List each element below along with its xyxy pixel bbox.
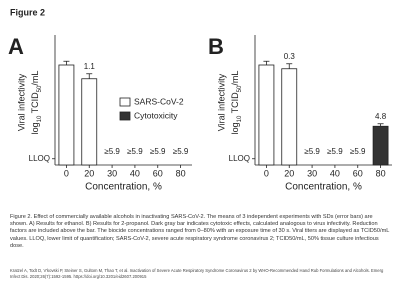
unit-text: /mL [30, 71, 40, 86]
reduction-label: ≥5.9 [150, 147, 166, 156]
x-axis-title: Concentration, % [285, 182, 362, 193]
reduction-label: 1.1 [84, 62, 96, 71]
unit-text: TCID [230, 92, 240, 116]
reduction-label: 0.3 [284, 52, 296, 61]
y-tick-label: LLOQ [229, 154, 250, 163]
bar [258, 64, 275, 166]
x-tick-label: 80 [176, 168, 186, 178]
unit-text: /mL [230, 71, 240, 86]
y-axis-title: Viral infectivity [16, 73, 26, 131]
x-tick-label: 30 [307, 168, 317, 178]
unit-text: log [230, 122, 240, 134]
x-tick-label: 0 [264, 168, 269, 178]
y-axis-unit: log10 TCID50/mL [30, 71, 42, 135]
x-tick-label: 20 [284, 168, 294, 178]
legend-swatch [119, 111, 131, 121]
x-axis-title: Concentration, % [85, 182, 162, 193]
reduction-label: 4.8 [375, 112, 387, 121]
y-axis-title: Viral infectivity [216, 73, 226, 131]
x-tick-label: 40 [130, 168, 140, 178]
reduction-label: ≥5.9 [127, 147, 143, 156]
legend-label: Cytotoxicity [134, 110, 178, 120]
unit-subscript: 10 [37, 115, 43, 122]
bar [372, 125, 389, 166]
unit-text: log [30, 122, 40, 134]
unit-subscript: 10 [237, 115, 243, 122]
reduction-label: ≥5.9 [350, 147, 366, 156]
x-tick-label: 30 [107, 168, 117, 178]
x-tick-label: 0 [64, 168, 69, 178]
panel-label: A [8, 34, 24, 59]
y-tick-label: LLOQ [29, 154, 50, 163]
bar [281, 68, 298, 166]
reduction-label: ≥5.9 [304, 147, 320, 156]
reduction-label: ≥5.9 [173, 147, 189, 156]
legend-swatch [119, 97, 131, 107]
x-tick-label: 20 [84, 168, 94, 178]
unit-subscript: 50 [37, 85, 43, 92]
x-tick-label: 40 [330, 168, 340, 178]
unit-subscript: 50 [237, 85, 243, 92]
x-tick-label: 60 [153, 168, 163, 178]
unit-text: TCID [30, 92, 40, 116]
figure-label: Figure 2 [10, 7, 45, 17]
x-tick-label: 80 [376, 168, 386, 178]
reduction-label: ≥5.9 [327, 147, 343, 156]
bar [81, 78, 98, 166]
citation: Kratzel A, Todt D, V'kovski P, Steiner S… [10, 268, 384, 279]
x-tick-label: 60 [353, 168, 363, 178]
reduction-label: ≥5.9 [104, 147, 120, 156]
panel-label: B [208, 34, 224, 59]
legend-label: SARS-CoV-2 [134, 96, 184, 106]
caption: Figure 2. Effect of commercially availab… [10, 214, 390, 249]
bar [58, 64, 75, 166]
y-axis-unit: log10 TCID50/mL [230, 71, 242, 135]
